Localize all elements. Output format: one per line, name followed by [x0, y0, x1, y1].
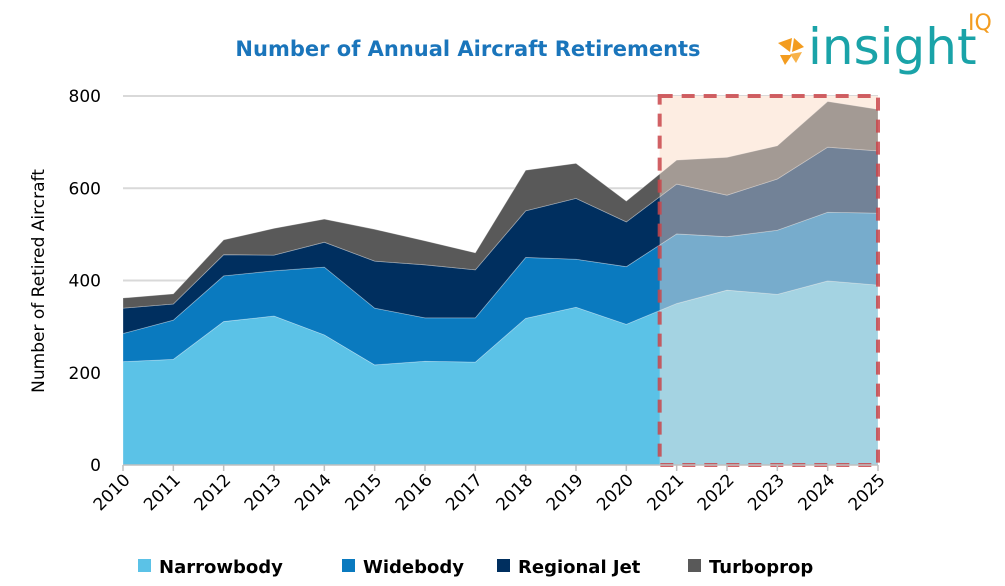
- forecast-highlight: [657, 94, 881, 467]
- y-tick-label: 200: [69, 364, 101, 384]
- logo-icon: [778, 38, 804, 65]
- x-tick-label: 2023: [744, 470, 789, 515]
- x-tick-label: 2012: [190, 470, 235, 515]
- legend: Narrowbody Widebody Regional Jet Turboprop: [138, 557, 813, 578]
- legend-swatch: [688, 559, 701, 572]
- x-tick-label: 2022: [694, 470, 739, 515]
- legend-label: Turboprop: [709, 557, 813, 578]
- chart-title: Number of Annual Aircraft Retirements: [235, 37, 700, 61]
- legend-swatch: [497, 559, 510, 572]
- legend-label: Regional Jet: [518, 557, 641, 578]
- x-tick-label: 2011: [140, 470, 185, 515]
- y-axis-label: Number of Retired Aircraft: [29, 169, 49, 393]
- y-tick-label: 800: [69, 87, 101, 107]
- highlight-dashed-box: [657, 94, 881, 467]
- x-tick-label: 2016: [392, 470, 437, 515]
- legend-swatch: [138, 559, 151, 572]
- x-tick-label: 2018: [492, 470, 537, 515]
- highlight-overlay: [659, 96, 878, 465]
- x-tick-label: 2020: [593, 470, 638, 515]
- x-tick-label: 2021: [643, 470, 688, 515]
- logo-text: insight: [808, 18, 977, 76]
- x-tick-label: 2014: [291, 470, 336, 515]
- legend-label: Narrowbody: [159, 557, 283, 578]
- logo-iq: IQ: [968, 11, 992, 36]
- x-tick-label: 2010: [90, 470, 135, 515]
- x-tick-label: 2017: [442, 470, 487, 515]
- legend-label: Widebody: [363, 557, 464, 578]
- x-tick-label: 2019: [543, 470, 588, 515]
- x-tick-label: 2024: [794, 470, 839, 515]
- y-tick-label: 0: [90, 456, 101, 476]
- y-tick-label: 400: [69, 272, 101, 292]
- x-tick-label: 2025: [845, 470, 890, 515]
- legend-swatch: [342, 559, 355, 572]
- logo: insight IQ: [778, 11, 992, 76]
- x-tick-label: 2013: [241, 470, 286, 515]
- y-tick-label: 600: [69, 179, 101, 199]
- x-tick-label: 2015: [341, 470, 386, 515]
